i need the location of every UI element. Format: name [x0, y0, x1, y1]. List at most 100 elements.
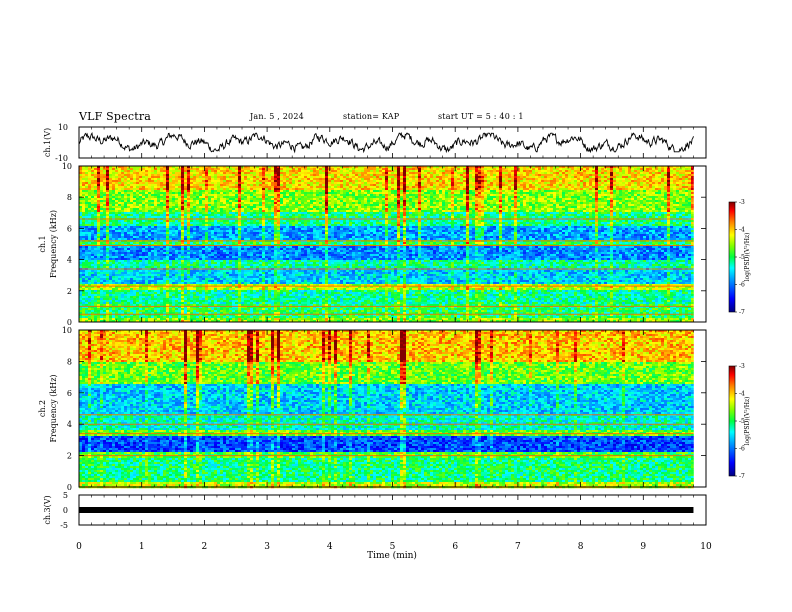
ch1-spectrogram-cell [451, 210, 454, 212]
ch1-spectrogram-cell [574, 182, 577, 184]
ch1-spectrogram-cell [589, 206, 592, 208]
ch1-spectrogram-cell [202, 210, 205, 212]
ch1-spectrogram-cell [346, 184, 349, 186]
ch1-spectrogram-cell [106, 176, 109, 178]
ch1-spectrogram-cell [208, 184, 211, 186]
ch1-spectrogram-cell [133, 190, 136, 192]
ch1-spectrogram-cell [307, 184, 310, 186]
ch1-spectrogram-cell [610, 180, 613, 182]
ch1-spectrogram-cell [631, 206, 634, 208]
ch1-spectrogram-cell [271, 208, 274, 210]
ch1-spectrogram-cell [334, 186, 337, 188]
ch1-spectrogram-cell [238, 210, 241, 212]
ch1-spectrogram-cell [544, 210, 547, 212]
ch1-spectrogram-cell [577, 202, 580, 204]
ch1-spectrogram-cell [118, 172, 121, 174]
ch1-spectrogram-cell [400, 186, 403, 188]
ch1-spectrogram-cell [550, 194, 553, 196]
ch1-spectrogram-cell [577, 182, 580, 184]
ch1-spectrogram-cell [286, 186, 289, 188]
ch1-spectrogram-cell [439, 170, 442, 172]
ch1-spectrogram-cell [601, 174, 604, 176]
ch1-spectrogram-cell [262, 182, 265, 184]
ch1-spectrogram-cell [565, 176, 568, 178]
ch1-spectrogram-cell [316, 170, 319, 172]
ch1-spectrogram-cell [151, 206, 154, 208]
ch1-spectrogram-cell [595, 168, 598, 170]
ch1-spectrogram-cell [529, 184, 532, 186]
ch1-spectrogram-cell [265, 190, 268, 192]
ch1-spectrogram-cell [403, 168, 406, 170]
ch1-spectrogram-cell [367, 194, 370, 196]
ch1-spectrogram-cell [223, 194, 226, 196]
ch1-spectrogram-cell [616, 178, 619, 180]
ch1-spectrogram-cell [277, 192, 280, 194]
ch1-spectrogram-cell [640, 206, 643, 208]
ch1-spectrogram-cell [283, 206, 286, 208]
ch1-spectrogram-cell [478, 198, 481, 200]
ch1-spectrogram-cell [583, 198, 586, 200]
ch1-spectrogram-cell [349, 192, 352, 194]
ch1-spectrogram-cell [529, 170, 532, 172]
ch1-spectrogram-cell [133, 170, 136, 172]
ch1-spectrogram-cell [148, 186, 151, 188]
ch1-spectrogram-cell [580, 186, 583, 188]
ch1-spectrogram-cell [115, 176, 118, 178]
ch1-spectrogram-cell [523, 176, 526, 178]
ch1-spectrogram-cell [481, 184, 484, 186]
ch1-spectrogram-cell [169, 194, 172, 196]
ch1-spectrogram-cell [160, 202, 163, 204]
ch1-spectrogram-cell [292, 180, 295, 182]
ch1-spectrogram-cell [472, 178, 475, 180]
ch1-spectrogram-cell [238, 188, 241, 190]
ch1-spectrogram-cell [196, 204, 199, 206]
ch1-spectrogram-cell [205, 174, 208, 176]
ch1-spectrogram-cell [490, 202, 493, 204]
ch1-spectrogram-cell [427, 188, 430, 190]
ch1-spectrogram-cell [421, 172, 424, 174]
ch1-spectrogram-cell [403, 196, 406, 198]
ch1-spectrogram-cell [535, 186, 538, 188]
ch1-spectrogram-cell [466, 174, 469, 176]
ch1-spectrogram-cell [511, 212, 514, 214]
ch1-spectrogram-cell [619, 178, 622, 180]
ch1-spectrogram-cell [430, 174, 433, 176]
ch1-spectrogram-cell [328, 204, 331, 206]
ch1-spectrogram-cell [166, 210, 169, 212]
ch1-spectrogram-cell [346, 180, 349, 182]
ch1-spectrogram-cell [541, 198, 544, 200]
ch1-spectrogram-cell [484, 170, 487, 172]
ch1-spectrogram-cell [592, 212, 595, 214]
ch1-spectrogram-cell [226, 208, 229, 210]
ch1-spectrogram-cell [82, 172, 85, 174]
ch1-spectrogram-cell [355, 192, 358, 194]
ch1-spectrogram-cell [235, 186, 238, 188]
ch1-spectrogram-cell [481, 170, 484, 172]
ch1-spectrogram-cell [346, 174, 349, 176]
ch1-spectrogram-cell [559, 202, 562, 204]
ch1-spectrogram-cell [154, 206, 157, 208]
ch1-spectrogram-cell [295, 188, 298, 190]
ch1-spectrogram-cell [247, 186, 250, 188]
ch1-spectrogram-cell [478, 172, 481, 174]
ch1-spectrogram-cell [469, 176, 472, 178]
ch1-spectrogram-cell [85, 188, 88, 190]
ch1-spectrogram-cell [193, 186, 196, 188]
ch1-spectrogram-cell [604, 182, 607, 184]
ch1-spectrogram-cell [370, 212, 373, 214]
ch1-spectrogram-cell [610, 212, 613, 214]
ch1-spectrogram-cell [280, 188, 283, 190]
ch1-spectrogram-cell [208, 176, 211, 178]
ch1-spectrogram-cell [610, 194, 613, 196]
ch1-spectrogram-cell [178, 168, 181, 170]
ch1-spectrogram-cell [142, 188, 145, 190]
ch1-spectrogram-cell [331, 206, 334, 208]
ch1-spectrogram-cell [424, 178, 427, 180]
ch1-spectrogram-cell [382, 206, 385, 208]
ch1-spectrogram-cell [487, 180, 490, 182]
ch1-spectrogram-cell [274, 202, 277, 204]
ch1-spectrogram-cell [394, 202, 397, 204]
ch1-spectrogram-cell [352, 204, 355, 206]
ch1-spectrogram-cell [166, 190, 169, 192]
ch1-spectrogram-cell [334, 178, 337, 180]
